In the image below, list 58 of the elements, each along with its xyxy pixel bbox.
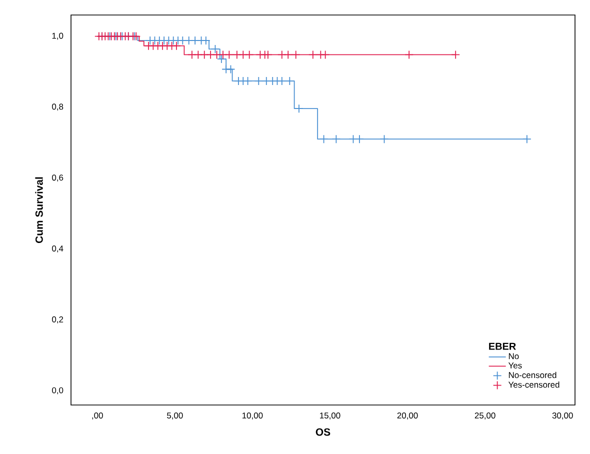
point bbox=[285, 76, 294, 86]
point bbox=[200, 50, 209, 60]
x-tick-label: 25,00 bbox=[474, 412, 496, 420]
point bbox=[277, 76, 286, 86]
x-tick-label: 10,00 bbox=[242, 412, 263, 420]
point bbox=[206, 50, 216, 60]
point bbox=[216, 54, 226, 64]
point bbox=[232, 50, 242, 60]
point bbox=[319, 134, 328, 144]
point bbox=[212, 50, 222, 60]
point bbox=[218, 50, 228, 60]
point bbox=[226, 64, 236, 74]
x-axis-title: OS bbox=[316, 428, 330, 436]
point bbox=[332, 134, 341, 144]
x-tick-label: ,00 bbox=[92, 412, 103, 420]
point bbox=[308, 50, 318, 60]
y-tick-label: 0,8 bbox=[52, 104, 64, 111]
y-tick-label: 1,0 bbox=[52, 32, 64, 40]
y-axis-title: Cum Survival bbox=[35, 177, 43, 244]
point bbox=[178, 36, 188, 45]
point bbox=[264, 50, 272, 60]
y-tick-label: 0,4 bbox=[52, 246, 64, 252]
point bbox=[348, 134, 358, 144]
point bbox=[210, 44, 220, 54]
point bbox=[291, 50, 300, 60]
legend-label: No bbox=[508, 353, 519, 360]
x-tick-label: 15,00 bbox=[320, 412, 340, 420]
point bbox=[294, 104, 304, 114]
point bbox=[243, 76, 252, 86]
point bbox=[262, 76, 271, 86]
point bbox=[522, 134, 532, 144]
point bbox=[201, 36, 210, 45]
x-tick-label: 5,00 bbox=[167, 412, 183, 420]
point bbox=[224, 50, 234, 60]
point bbox=[380, 134, 389, 144]
legend-label: Yes-censored bbox=[508, 381, 560, 388]
y-tick-label: 0,6 bbox=[52, 174, 64, 182]
point bbox=[172, 41, 181, 50]
point bbox=[184, 36, 194, 45]
x-tick-label: 30,00 bbox=[552, 412, 573, 420]
point bbox=[277, 50, 286, 60]
point bbox=[244, 50, 254, 60]
x-tick-label: 20,00 bbox=[397, 412, 418, 420]
legend-title: EBER bbox=[489, 342, 516, 350]
point bbox=[354, 134, 364, 144]
point bbox=[284, 50, 293, 60]
point bbox=[254, 76, 264, 86]
y-tick-label: 0,0 bbox=[52, 387, 64, 394]
point bbox=[190, 36, 200, 45]
point bbox=[320, 50, 330, 60]
point bbox=[404, 50, 414, 60]
point bbox=[451, 50, 460, 60]
point bbox=[188, 50, 196, 60]
point bbox=[194, 50, 203, 60]
point bbox=[238, 50, 248, 60]
y-tick-label: 0,2 bbox=[52, 316, 64, 324]
legend-label: No-censored bbox=[508, 372, 556, 378]
legend-label: Yes bbox=[508, 362, 522, 368]
